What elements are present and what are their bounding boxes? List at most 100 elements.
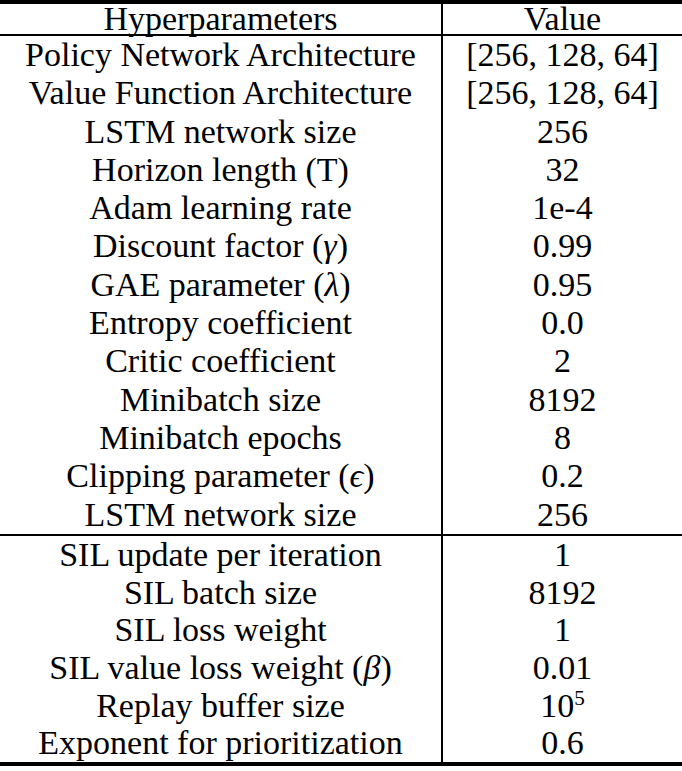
param-cell: GAE parameter (λ): [0, 266, 441, 304]
param-cell: Critic coefficient: [0, 342, 441, 380]
table-row: Clipping parameter (ϵ) 0.2: [0, 457, 682, 495]
value-cell: 0.0: [441, 304, 682, 342]
header-value-cell: Value: [441, 4, 682, 34]
table-row: Discount factor (γ) 0.99: [0, 227, 682, 265]
value-cell: [256, 128, 64]: [441, 74, 682, 112]
table-row: SIL loss weight 1: [0, 611, 682, 649]
table-row: Value Function Architecture [256, 128, 6…: [0, 74, 682, 112]
value-cell: 256: [441, 113, 682, 151]
value-label: 8: [554, 419, 571, 456]
table-row: GAE parameter (λ) 0.95: [0, 266, 682, 304]
param-suffix: ): [337, 227, 348, 264]
value-cell: 2: [441, 342, 682, 380]
value-cell: 0.01: [441, 649, 682, 687]
table-row: Horizon length (T) 32: [0, 151, 682, 189]
value-label: 256: [537, 113, 588, 150]
param-cell: SIL loss weight: [0, 611, 441, 649]
param-cell: LSTM network size: [0, 113, 441, 151]
table-row: LSTM network size 256: [0, 113, 682, 151]
table-section-main: Policy Network Architecture [256, 128, 6…: [0, 36, 682, 534]
value-label: 2: [554, 342, 571, 379]
value-label: 1e-4: [532, 189, 592, 226]
param-math-symbol: β: [363, 649, 380, 686]
param-cell: Policy Network Architecture: [0, 36, 441, 74]
table-row: SIL value loss weight (β) 0.01: [0, 649, 682, 687]
header-param-label: Hyperparameters: [103, 0, 337, 37]
param-cell: Exponent for prioritization: [0, 724, 441, 762]
param-cell: LSTM network size: [0, 496, 441, 534]
param-cell: Horizon length (T): [0, 151, 441, 189]
value-label: 8192: [529, 381, 597, 418]
header-param-cell: Hyperparameters: [0, 4, 441, 34]
table-row: Adam learning rate 1e-4: [0, 189, 682, 227]
table-row: SIL batch size 8192: [0, 574, 682, 612]
param-label: SIL value loss weight (: [49, 649, 363, 686]
param-math-symbol: ϵ: [350, 457, 364, 494]
param-cell: Clipping parameter (ϵ): [0, 457, 441, 495]
header-value-label: Value: [524, 0, 601, 37]
param-label: Replay buffer size: [96, 687, 345, 724]
value-superscript: 5: [574, 685, 585, 709]
value-cell: 0.99: [441, 227, 682, 265]
value-cell: 32: [441, 151, 682, 189]
param-cell: SIL batch size: [0, 574, 441, 612]
param-label: Value Function Architecture: [29, 74, 412, 111]
value-cell: 256: [441, 496, 682, 534]
param-label: Clipping parameter (: [66, 457, 349, 494]
param-cell: SIL value loss weight (β): [0, 649, 441, 687]
param-cell: SIL update per iteration: [0, 536, 441, 574]
table-row: Entropy coefficient 0.0: [0, 304, 682, 342]
value-cell: 1: [441, 536, 682, 574]
value-label: 0.95: [533, 266, 593, 303]
param-cell: Entropy coefficient: [0, 304, 441, 342]
table-row: Exponent for prioritization 0.6: [0, 724, 682, 762]
value-label: 256: [537, 496, 588, 533]
param-label: Discount factor (: [93, 227, 323, 264]
param-label: LSTM network size: [85, 496, 357, 533]
value-cell: 0.95: [441, 266, 682, 304]
param-cell: Replay buffer size: [0, 687, 441, 725]
value-label: 1: [554, 611, 571, 648]
param-label: SIL update per iteration: [59, 536, 382, 573]
value-cell: 8192: [441, 381, 682, 419]
param-label: Policy Network Architecture: [25, 36, 416, 73]
value-cell: 0.6: [441, 724, 682, 762]
param-label: Critic coefficient: [105, 342, 336, 379]
value-label: 1: [554, 536, 571, 573]
param-suffix: ): [363, 457, 374, 494]
value-cell: 0.2: [441, 457, 682, 495]
param-cell: Discount factor (γ): [0, 227, 441, 265]
value-cell: [256, 128, 64]: [441, 36, 682, 74]
table-row: Replay buffer size 105: [0, 687, 682, 725]
table-row: Minibatch epochs 8: [0, 419, 682, 457]
value-cell: 8: [441, 419, 682, 457]
param-cell: Minibatch epochs: [0, 419, 441, 457]
value-label: 8192: [529, 574, 597, 611]
table-row: SIL update per iteration 1: [0, 536, 682, 574]
param-label: Minibatch epochs: [99, 419, 342, 456]
param-label: Exponent for prioritization: [38, 724, 402, 761]
param-label: SIL loss weight: [114, 611, 326, 648]
table-header-row: Hyperparameters Value: [0, 4, 682, 36]
value-label: 0.6: [541, 724, 584, 761]
value-cell: 105: [441, 687, 682, 725]
value-label: 0.0: [541, 304, 584, 341]
param-cell: Adam learning rate: [0, 189, 441, 227]
param-cell: Value Function Architecture: [0, 74, 441, 112]
param-label: Minibatch size: [120, 381, 321, 418]
param-label: Adam learning rate: [89, 189, 351, 226]
value-label: [256, 128, 64]: [466, 74, 659, 111]
value-label: 0.99: [533, 227, 593, 264]
param-suffix: ): [339, 266, 350, 303]
param-label: Horizon length (T): [92, 151, 349, 188]
param-suffix: ): [380, 649, 391, 686]
table-section-sil: SIL update per iteration 1 SIL batch siz…: [0, 534, 682, 762]
value-label: 0.01: [533, 649, 593, 686]
param-label: Entropy coefficient: [89, 304, 352, 341]
table-row: Minibatch size 8192: [0, 381, 682, 419]
value-label: 32: [546, 151, 580, 188]
param-label: LSTM network size: [85, 113, 357, 150]
hyperparameters-table: Hyperparameters Value Policy Network Arc…: [0, 0, 682, 766]
param-math-symbol: γ: [323, 227, 336, 264]
value-label: [256, 128, 64]: [466, 36, 659, 73]
